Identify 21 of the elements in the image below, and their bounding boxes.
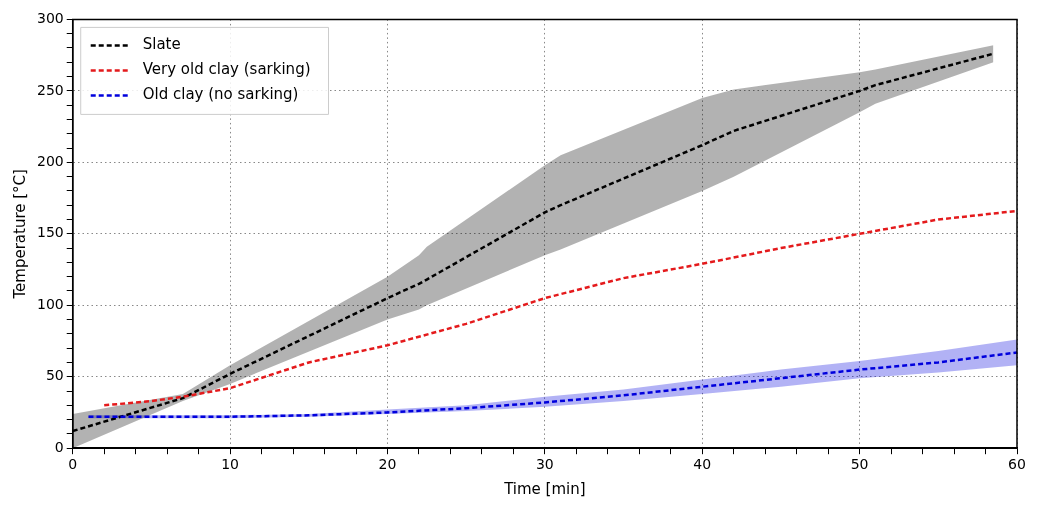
- legend-label: Old clay (no sarking): [142, 85, 299, 104]
- legend-label: Very old clay (sarking): [142, 60, 311, 79]
- x-tick-label: 0: [68, 456, 78, 473]
- x-tick-label: 10: [221, 456, 240, 473]
- y-tick-label: 200: [36, 152, 64, 169]
- x-tick-label: 50: [850, 456, 869, 473]
- x-tick-label: 40: [693, 456, 712, 473]
- y-tick-label: 100: [36, 295, 64, 312]
- y-tick-label: 50: [45, 367, 64, 384]
- x-tick-label: 60: [1008, 456, 1026, 473]
- x-tick-label: 20: [378, 456, 397, 473]
- legend-label: Slate: [142, 35, 181, 54]
- x-axis-title: Time [min]: [503, 479, 586, 498]
- y-tick-label: 250: [36, 81, 64, 98]
- line-series: [102, 209, 1017, 407]
- line-series: [87, 351, 1017, 419]
- y-axis-title: Temperature [°C]: [10, 169, 29, 300]
- x-tick-label: 30: [535, 456, 554, 473]
- y-tick-label: 150: [36, 224, 64, 241]
- y-tick-label: 0: [54, 438, 64, 455]
- y-tick-label: 300: [36, 10, 64, 27]
